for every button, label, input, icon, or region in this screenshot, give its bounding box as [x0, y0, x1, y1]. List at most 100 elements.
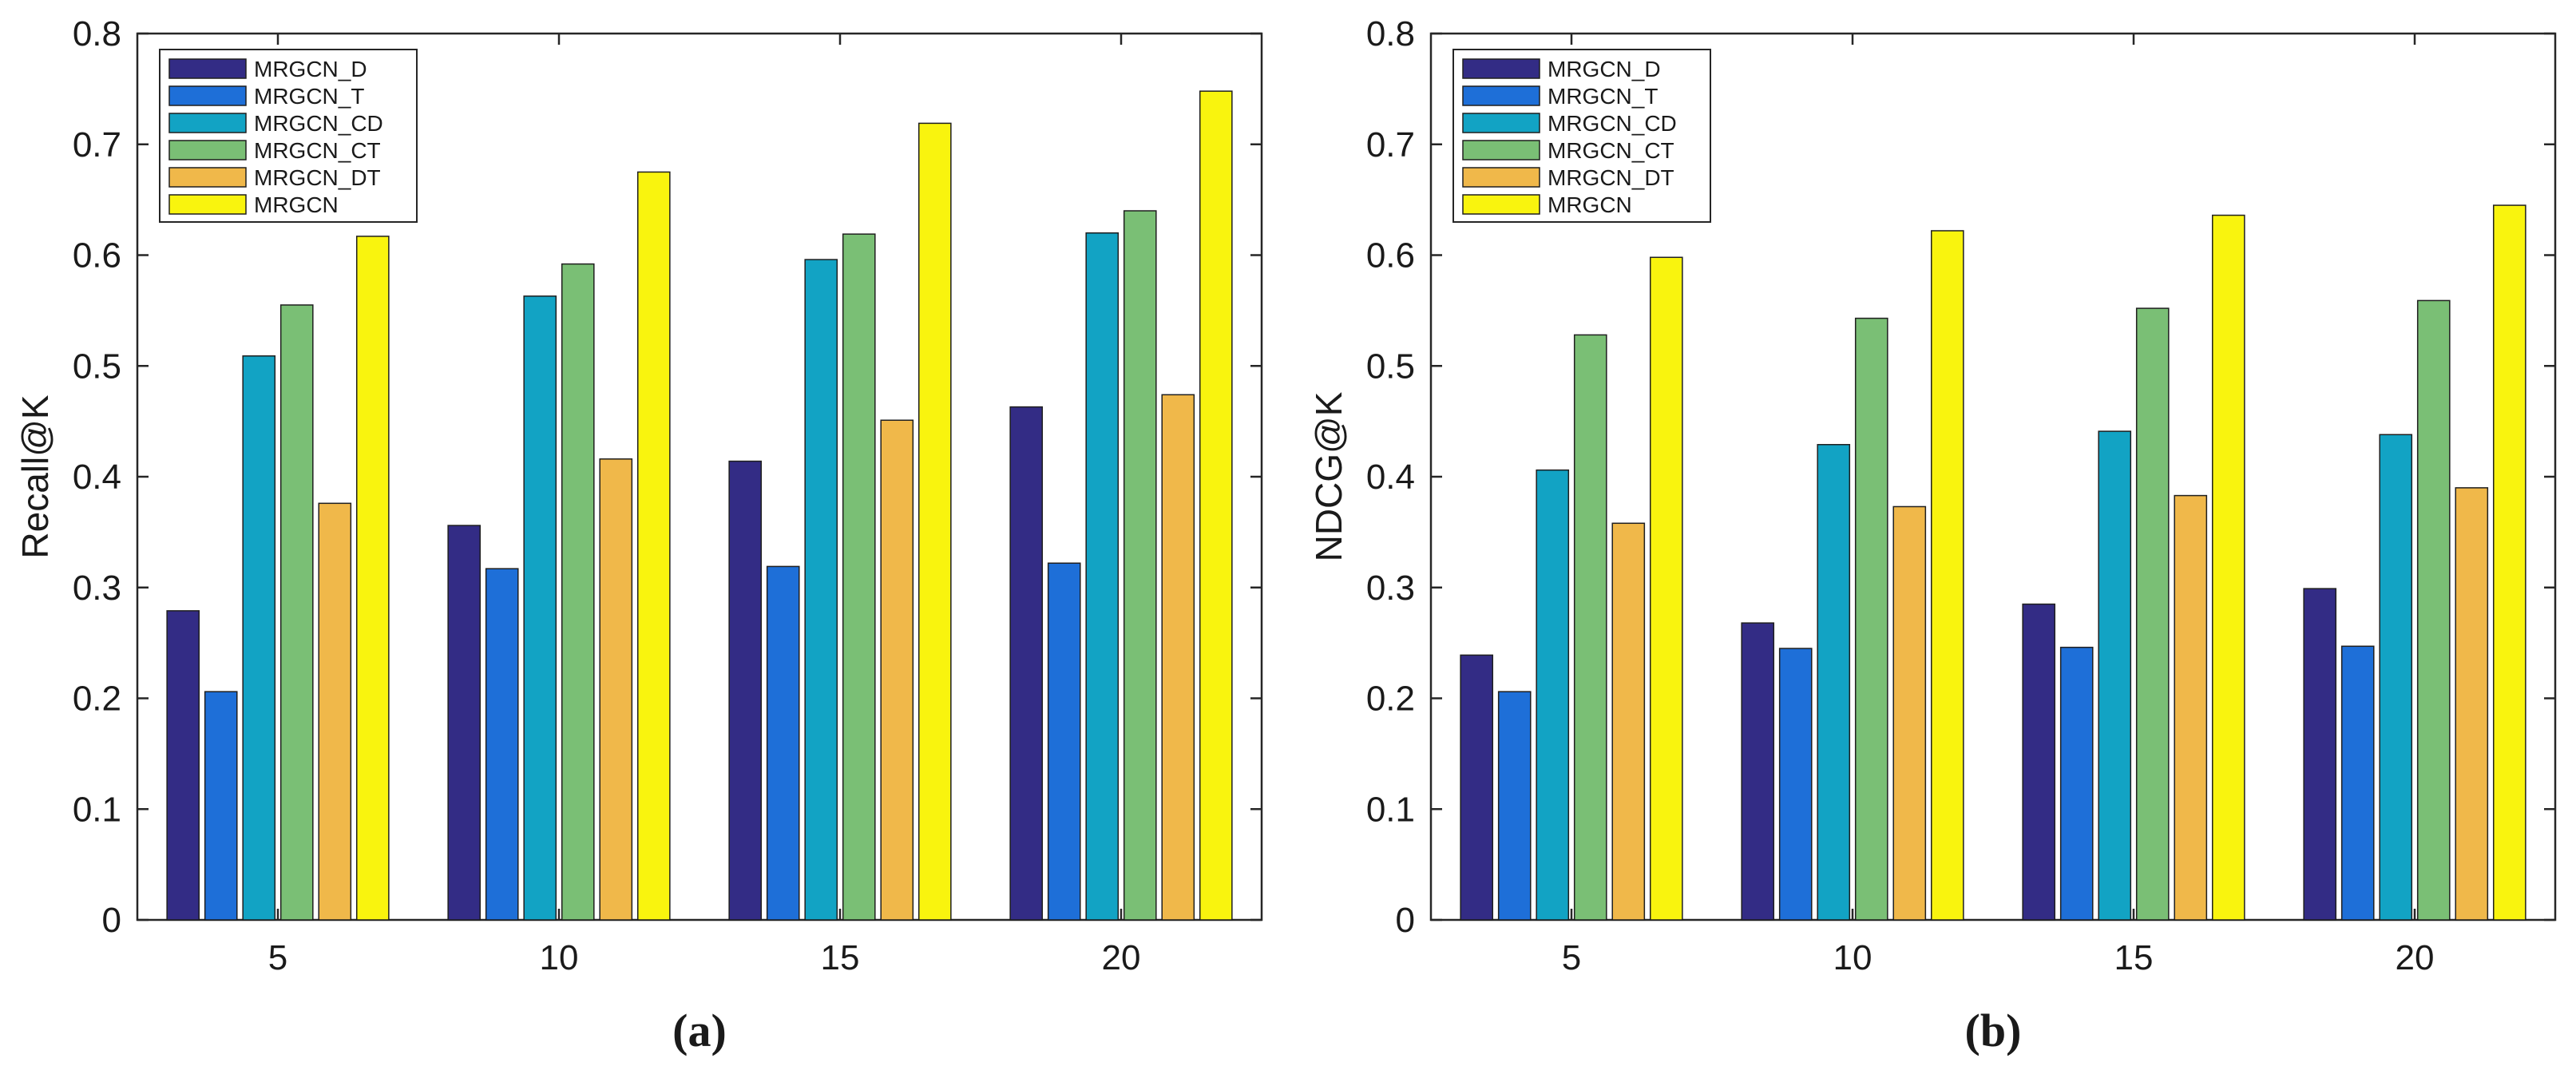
- bar-mrgcn-ct-k20: [2416, 299, 2451, 921]
- bar-mrgcn-dt-k15: [2174, 494, 2208, 921]
- legend-swatch: [168, 113, 247, 133]
- bar-mrgcn-dt-k20: [1161, 394, 1195, 921]
- y-tick-label: 0.6: [73, 236, 121, 275]
- bar-mrgcn-dt-k10: [1892, 505, 1927, 921]
- y-tick-label: 0.3: [1366, 569, 1415, 608]
- bar-mrgcn-t-k15: [766, 565, 800, 921]
- x-tick-label: 15: [2114, 938, 2154, 977]
- chart-a: 0 0.1 0.2 0.3 0.4 0.5 0.6 0.7 0.8 Recall@K 5 10 15 20…: [14, 14, 1263, 1056]
- bar-mrgcn-ct-k5: [279, 304, 314, 921]
- bar-mrgcn-k20: [1199, 90, 1233, 921]
- y-tick-label: 0.3: [73, 569, 121, 608]
- bar-mrgcn-ct-k20: [1123, 210, 1157, 921]
- chart-b: 0 0.1 0.2 0.3 0.4 0.5 0.6 0.7 0.8 NDCG@K 5 10 15 20 MR…: [1308, 14, 2557, 1056]
- y-tick-label: 0.8: [73, 14, 121, 54]
- bar-mrgcn-dt-k5: [318, 502, 352, 921]
- y-tick-label: 0.8: [1366, 14, 1415, 54]
- bar-mrgcn-t-k10: [485, 568, 519, 921]
- y-tick-label: 0.6: [1366, 236, 1415, 275]
- y-tick-label: 0: [1396, 901, 1415, 940]
- bar-mrgcn-d-k5: [166, 610, 200, 921]
- bar-mrgcn-k15: [2211, 214, 2245, 921]
- bar-mrgcn-t-k10: [1778, 648, 1813, 921]
- legend-label: MRGCN_T: [254, 84, 364, 109]
- y-tick-label: 0.4: [1366, 458, 1415, 497]
- bar-mrgcn-cd-k10: [1817, 444, 1851, 921]
- legend-swatch: [1462, 85, 1540, 106]
- y-tick-label: 0.2: [1366, 680, 1415, 719]
- y-tick-label: 0.1: [73, 790, 121, 829]
- bar-mrgcn-cd-k5: [1536, 469, 1570, 921]
- bar-mrgcn-ct-k10: [561, 263, 595, 921]
- x-tick-label: 15: [821, 938, 860, 977]
- caption-b: (b): [1965, 1005, 2022, 1056]
- bar-mrgcn-d-k10: [1741, 622, 1775, 921]
- y-axis-title: NDCG@K: [1308, 391, 1349, 561]
- legend-label: MRGCN_CT: [254, 138, 381, 163]
- legend-swatch: [1462, 140, 1540, 161]
- bar-mrgcn-k5: [355, 236, 390, 921]
- bar-mrgcn-cd-k20: [1085, 232, 1120, 921]
- bar-mrgcn-dt-k20: [2455, 487, 2489, 921]
- legend-swatch: [168, 194, 247, 215]
- x-tick-label: 20: [2396, 938, 2435, 977]
- caption-a: (a): [672, 1005, 727, 1056]
- bar-mrgcn-t-k20: [1047, 562, 1081, 921]
- legend-swatch: [1462, 167, 1540, 188]
- legend: MRGCN_D MRGCN_TMRGCN_CDMRGCN_CTMRGCN_DTMR…: [159, 49, 418, 223]
- bar-mrgcn-ct-k15: [2135, 307, 2170, 921]
- bar-mrgcn-cd-k15: [2098, 430, 2132, 921]
- bar-mrgcn-ct-k10: [1854, 317, 1888, 921]
- legend-swatch: [1462, 194, 1540, 215]
- legend-label: MRGCN_CT: [1548, 138, 1674, 163]
- y-tick-label: 0.7: [73, 125, 121, 164]
- bar-mrgcn-cd-k5: [242, 355, 276, 921]
- legend-label: MRGCN_D: [1548, 57, 1661, 81]
- x-tick-label: 5: [1562, 938, 1581, 977]
- bar-mrgcn-ct-k5: [1573, 334, 1607, 921]
- legend-label: MRGCN_T: [1548, 84, 1658, 109]
- x-tick-label: 10: [540, 938, 579, 977]
- bar-mrgcn-d-k20: [2303, 588, 2337, 921]
- legend-swatch: [1462, 113, 1540, 133]
- legend-label: MRGCN: [254, 192, 339, 217]
- bar-mrgcn-cd-k10: [523, 295, 557, 921]
- legend-swatch: [168, 140, 247, 161]
- bar-mrgcn-k15: [917, 122, 952, 921]
- bar-mrgcn-d-k15: [728, 460, 763, 921]
- legend-label: MRGCN_DT: [1548, 165, 1674, 190]
- y-tick-label: 0.7: [1366, 125, 1415, 164]
- y-tick-label: 0.5: [73, 347, 121, 386]
- bar-mrgcn-dt-k10: [599, 458, 633, 921]
- y-tick-label: 0.1: [1366, 790, 1415, 829]
- legend-label: MRGCN_CD: [254, 111, 383, 136]
- y-tick-label: 0.5: [1366, 347, 1415, 386]
- bar-mrgcn-k10: [636, 171, 671, 921]
- bar-mrgcn-dt-k15: [880, 419, 914, 921]
- bar-mrgcn-ct-k15: [842, 233, 876, 921]
- bar-mrgcn-d-k5: [1460, 654, 1494, 921]
- bar-mrgcn-k20: [2492, 204, 2526, 921]
- legend-swatch: [1462, 58, 1540, 79]
- bar-mrgcn-dt-k5: [1611, 522, 1646, 921]
- bar-mrgcn-k10: [1930, 230, 1964, 921]
- x-tick-label: 5: [268, 938, 287, 977]
- legend-label: MRGCN_DT: [254, 165, 381, 190]
- x-tick-label: 20: [1102, 938, 1141, 977]
- bar-mrgcn-k5: [1649, 256, 1683, 921]
- x-tick-label: 10: [1833, 938, 1873, 977]
- legend-swatch: [168, 58, 247, 79]
- y-tick-label: 0.4: [73, 458, 121, 497]
- legend-label: MRGCN: [1548, 192, 1632, 217]
- bar-mrgcn-t-k5: [1497, 691, 1532, 921]
- bar-mrgcn-cd-k20: [2379, 434, 2413, 921]
- bar-mrgcn-t-k20: [2340, 645, 2375, 921]
- bar-mrgcn-d-k15: [2022, 603, 2056, 921]
- legend-label: MRGCN_D: [254, 57, 367, 81]
- y-tick-label: 0.2: [73, 680, 121, 719]
- y-tick-label: 0: [102, 901, 121, 940]
- legend: MRGCN_D MRGCN_TMRGCN_CDMRGCN_CTMRGCN_DTMR…: [1452, 49, 1711, 223]
- bar-mrgcn-t-k15: [2059, 646, 2094, 921]
- bar-mrgcn-d-k10: [447, 525, 482, 921]
